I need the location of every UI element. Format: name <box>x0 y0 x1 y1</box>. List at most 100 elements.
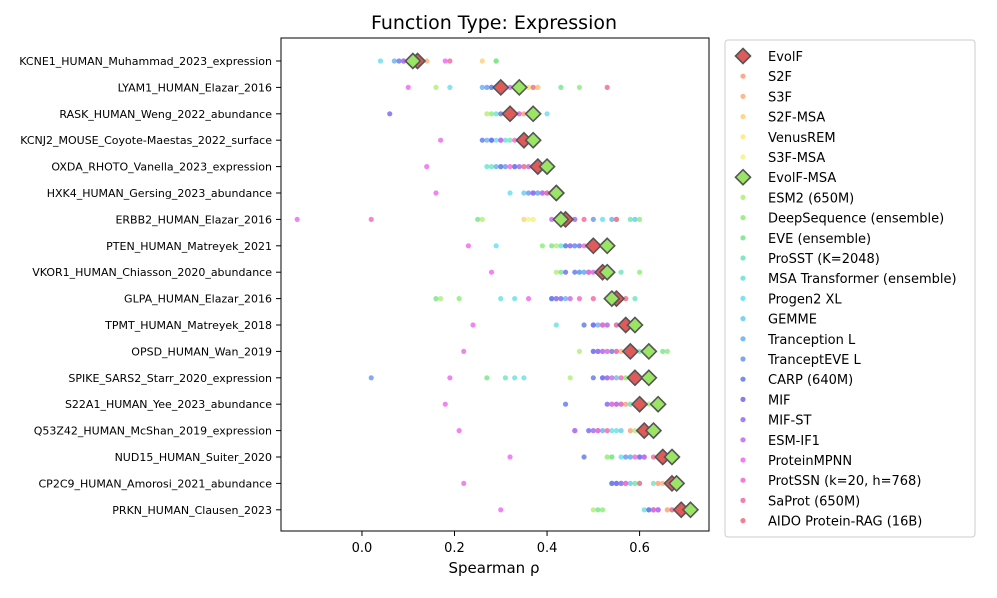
point-evolf-msa <box>640 342 658 361</box>
point-proteinmpnn <box>470 322 476 328</box>
point-venusrem <box>525 84 532 90</box>
y-tick-label: CP2C9_HUMAN_Amorosi_2021_abundance <box>39 477 273 490</box>
point-deepsequence-ensemble- <box>636 216 643 222</box>
point-saprot-650m- <box>613 322 620 328</box>
point-carp-640m- <box>562 401 569 407</box>
point-eve-ensemble- <box>475 216 481 222</box>
point-saprot-650m- <box>618 401 624 407</box>
point-msa-transformer-ensemble- <box>502 137 509 143</box>
point-protssn-k-20-h-768- <box>586 269 592 275</box>
point-eve-ensemble- <box>660 348 666 354</box>
point-msa-transformer-ensemble- <box>641 507 647 513</box>
point-mif <box>599 375 606 381</box>
point-saprot-650m- <box>613 348 620 354</box>
legend-label: S3F <box>768 90 792 105</box>
x-tick-label: 0.0 <box>352 541 373 556</box>
point-carp-640m- <box>609 348 615 354</box>
point-esm-if1 <box>525 164 532 170</box>
point-msa-transformer-ensemble- <box>493 111 499 117</box>
point-esm-if1 <box>567 296 573 302</box>
point-evolf-msa <box>510 78 528 97</box>
legend-marker <box>740 255 746 261</box>
x-tick-label: 0.4 <box>537 541 558 556</box>
point-eve-ensemble- <box>558 84 564 90</box>
point-tranception-l <box>535 190 541 196</box>
point-evolf-msa <box>538 157 556 176</box>
point-carp-640m- <box>498 164 504 170</box>
point-deepsequence-ensemble- <box>604 454 610 460</box>
legend-marker <box>740 396 746 402</box>
point-mif-st <box>572 216 578 222</box>
legend-marker <box>740 356 746 362</box>
y-tick-label: VKOR1_HUMAN_Chiasson_2020_abundance <box>32 266 272 279</box>
point-progen2-xl <box>493 137 499 143</box>
point-proteinmpnn <box>498 507 504 513</box>
legend-label: CARP (640M) <box>768 373 853 388</box>
plot-background <box>281 38 709 531</box>
legend-marker <box>734 168 752 186</box>
point-aido-protein-rag-16b- <box>604 84 610 90</box>
point-s2f-msa <box>479 58 485 64</box>
point-s2f <box>655 480 661 486</box>
point-prosst-k-2048- <box>618 269 624 275</box>
point-eve-ensemble- <box>549 243 555 249</box>
point-saprot-650m- <box>636 480 643 486</box>
point-esm2-650m- <box>484 111 490 117</box>
point-progen2-xl <box>377 58 384 64</box>
point-proteinmpnn <box>424 164 430 170</box>
point-carp-640m- <box>646 507 652 513</box>
point-evolf-msa <box>644 421 663 440</box>
point-progen2-xl <box>521 375 527 381</box>
point-mif-st <box>530 190 536 196</box>
point-trancepteve-l <box>572 243 578 249</box>
y-tick-label: GLPA_HUMAN_Elazar_2016 <box>124 293 272 306</box>
point-s2f <box>521 111 527 117</box>
y-tick-label: HXK4_HUMAN_Gersing_2023_abundance <box>47 187 273 200</box>
point-proteinmpnn <box>442 58 448 64</box>
point-evolf-msa <box>598 237 616 255</box>
point-esm-if1 <box>498 137 504 143</box>
point-gemme <box>521 190 527 196</box>
point-carp-640m- <box>572 269 578 275</box>
point-s3f <box>618 348 624 354</box>
point-prosst-k-2048- <box>650 480 657 486</box>
point-evolf-msa <box>603 289 621 308</box>
legend-label: ESM2 (650M) <box>768 191 854 206</box>
y-tick-label: KCNE1_HUMAN_Muhammad_2023_expression <box>19 55 272 68</box>
y-tick-label: TPMT_HUMAN_Matreyek_2018 <box>104 319 272 332</box>
legend-label: EvolF-MSA <box>768 171 836 186</box>
point-gemme <box>632 216 638 222</box>
point-esm-if1 <box>613 401 620 407</box>
point-aido-protein-rag-16b- <box>623 296 629 302</box>
y-tick-label: S22A1_HUMAN_Yee_2023_abundance <box>65 398 272 411</box>
legend-label: GEMME <box>768 313 817 328</box>
point-proteinmpnn <box>507 454 513 460</box>
point-eve-ensemble- <box>609 454 615 460</box>
point-progen2-xl <box>544 111 550 117</box>
point-carp-640m- <box>581 454 587 460</box>
point-saprot-650m- <box>669 507 675 513</box>
point-proteinmpnn <box>461 348 467 354</box>
point-evolf-msa <box>640 369 658 387</box>
point-prosst-k-2048- <box>627 216 633 222</box>
axes-frame <box>280 37 710 532</box>
legend-marker <box>740 518 746 524</box>
point-carp-640m- <box>581 322 587 328</box>
point-proteinmpnn <box>438 137 444 143</box>
legend-marker <box>740 497 746 503</box>
point-esm2-650m- <box>590 507 596 513</box>
point-mif-st <box>618 480 624 486</box>
point-s2f-msa <box>521 216 527 222</box>
point-evolf-msa <box>663 448 681 466</box>
point-eve-ensemble- <box>558 269 564 275</box>
legend-marker <box>740 154 746 160</box>
point-prosst-k-2048- <box>636 348 643 354</box>
x-axis: 0.0 0.2 0.4 0.6 <box>352 531 650 556</box>
point-esm-if1 <box>604 322 610 328</box>
point-venusrem <box>530 216 536 222</box>
point-gemme <box>618 428 624 434</box>
point-tranception-l <box>599 428 606 434</box>
point-esm-if1 <box>641 454 647 460</box>
point-progen2-xl <box>493 243 499 249</box>
